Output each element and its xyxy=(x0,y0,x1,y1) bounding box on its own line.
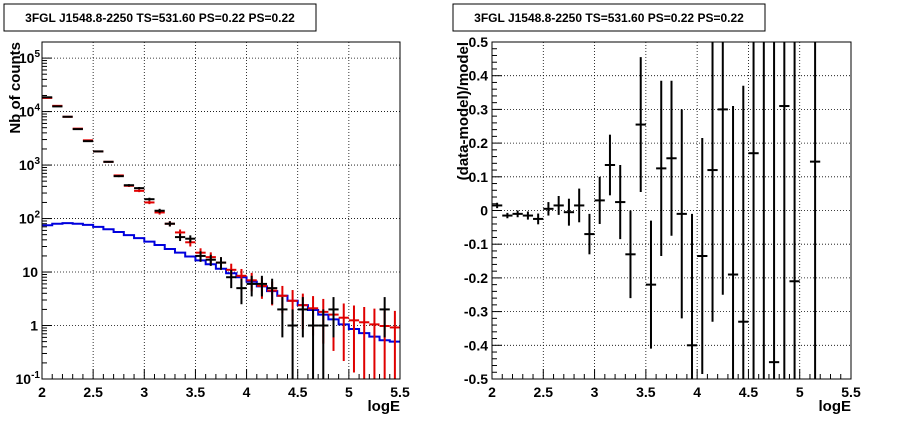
left-x-tick-label: 4 xyxy=(243,384,251,400)
right-title-box xyxy=(452,3,766,32)
right-x-tick-label: 5 xyxy=(796,384,804,400)
right-x-tick-label: 2 xyxy=(488,384,496,400)
left-y-tick-label: 1 xyxy=(30,318,38,334)
right-y-tick-label: 0.3 xyxy=(469,101,489,117)
right-y-tick-label: 0.1 xyxy=(469,169,489,185)
right-y-axis-label: (data-model)/model xyxy=(455,42,472,180)
left-gridlines xyxy=(42,42,400,379)
right-data-marks xyxy=(492,42,821,379)
right-x-tick-label: 5.5 xyxy=(841,384,861,400)
left-y-tick-label: 103 xyxy=(19,156,41,173)
right-y-tick-label: 0.4 xyxy=(469,68,489,84)
background-model-histogram xyxy=(42,222,400,343)
left-y-tick-label: 10-1 xyxy=(16,370,41,387)
right-x-tick-label: 3 xyxy=(591,384,599,400)
left-x-tick-label: 4.5 xyxy=(288,384,308,400)
right-x-tick-label: 4.5 xyxy=(739,384,759,400)
left-title-box xyxy=(3,3,317,32)
left-x-tick-label: 5 xyxy=(345,384,353,400)
left-plot-frame xyxy=(41,41,401,380)
left-y-tick-label: 105 xyxy=(19,49,41,66)
left-x-tick-label: 3 xyxy=(140,384,148,400)
left-x-tick-label: 3.5 xyxy=(186,384,206,400)
right-x-axis-label: logE xyxy=(819,398,852,415)
right-x-tick-label: 4 xyxy=(693,384,701,400)
right-x-tick-label: 3.5 xyxy=(636,384,656,400)
left-x-tick-label: 5.5 xyxy=(390,384,410,400)
left-x-tick-label: 2 xyxy=(38,384,46,400)
right-y-tick-label: -0.3 xyxy=(464,304,488,320)
left-y-axis-label: Nb of counts xyxy=(7,42,24,134)
right-panel: 3FGL J1548.8-2250 TS=531.60 PS=0.22 PS=0… xyxy=(452,3,861,415)
right-y-tick-label: -0.1 xyxy=(464,236,488,252)
left-y-tick-label: 10 xyxy=(22,264,38,280)
right-y-tick-label: 0.2 xyxy=(469,135,489,151)
right-y-tick-label: -0.2 xyxy=(464,270,488,286)
left-axis-ticks: 2 2.5 3 3.5 4 4.5 5 5.5 10-1 1 10 102 103 104 105 xyxy=(16,49,410,400)
right-gridlines xyxy=(492,42,851,379)
left-data-marks xyxy=(42,96,400,379)
right-axis-ticks: 2 2.5 3 3.5 4 4.5 5 5.5 -0.5 -0.4 -0.3 -0.2 -0.1 0 0.1… xyxy=(464,34,861,400)
right-y-tick-label: -0.4 xyxy=(464,337,488,353)
left-x-axis-label: logE xyxy=(368,398,401,415)
right-title: 3FGL J1548.8-2250 TS=531.60 PS=0.22 PS=0… xyxy=(474,11,744,25)
left-panel: 3FGL J1548.8-2250 TS=531.60 PS=0.22 PS=0… xyxy=(3,3,410,415)
right-y-tick-label: -0.5 xyxy=(464,371,488,387)
right-x-tick-label: 2.5 xyxy=(534,384,554,400)
left-title: 3FGL J1548.8-2250 TS=531.60 PS=0.22 PS=0… xyxy=(25,11,295,25)
left-x-tick-label: 2.5 xyxy=(83,384,103,400)
left-y-tick-label: 104 xyxy=(19,103,41,120)
left-y-tick-label: 102 xyxy=(19,210,41,227)
right-y-tick-label: 0.5 xyxy=(469,34,489,50)
right-y-tick-label: 0 xyxy=(480,203,488,219)
